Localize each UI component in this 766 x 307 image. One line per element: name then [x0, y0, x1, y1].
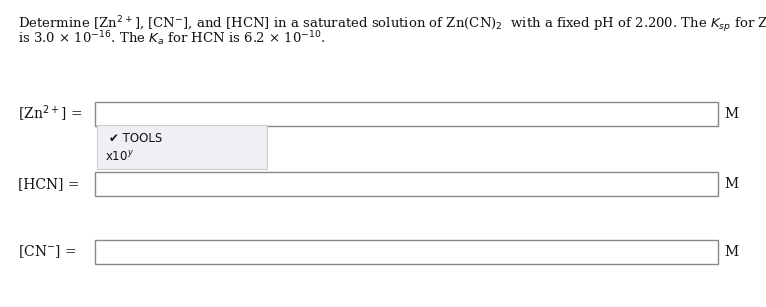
Text: [CN$^{-}$] =: [CN$^{-}$] =: [18, 244, 77, 260]
Text: [HCN] =: [HCN] =: [18, 177, 80, 191]
Text: is 3.0 × 10$^{-16}$. The $K_a$ for HCN is 6.2 × 10$^{-10}$.: is 3.0 × 10$^{-16}$. The $K_a$ for HCN i…: [18, 29, 326, 48]
Text: M: M: [724, 177, 738, 191]
Bar: [97, 125, 267, 169]
Text: x10$^{y}$: x10$^{y}$: [105, 150, 134, 164]
Text: M: M: [724, 245, 738, 259]
Bar: [95, 172, 718, 196]
Bar: [95, 102, 718, 126]
Text: Determine [Zn$^{2+}$], [CN$^{-}$], and [HCN] in a saturated solution of Zn(CN)$_: Determine [Zn$^{2+}$], [CN$^{-}$], and […: [18, 14, 766, 35]
Text: M: M: [724, 107, 738, 121]
Text: [Zn$^{2+}$] =: [Zn$^{2+}$] =: [18, 104, 83, 124]
Text: ✔ TOOLS: ✔ TOOLS: [109, 132, 162, 145]
Bar: [95, 240, 718, 264]
